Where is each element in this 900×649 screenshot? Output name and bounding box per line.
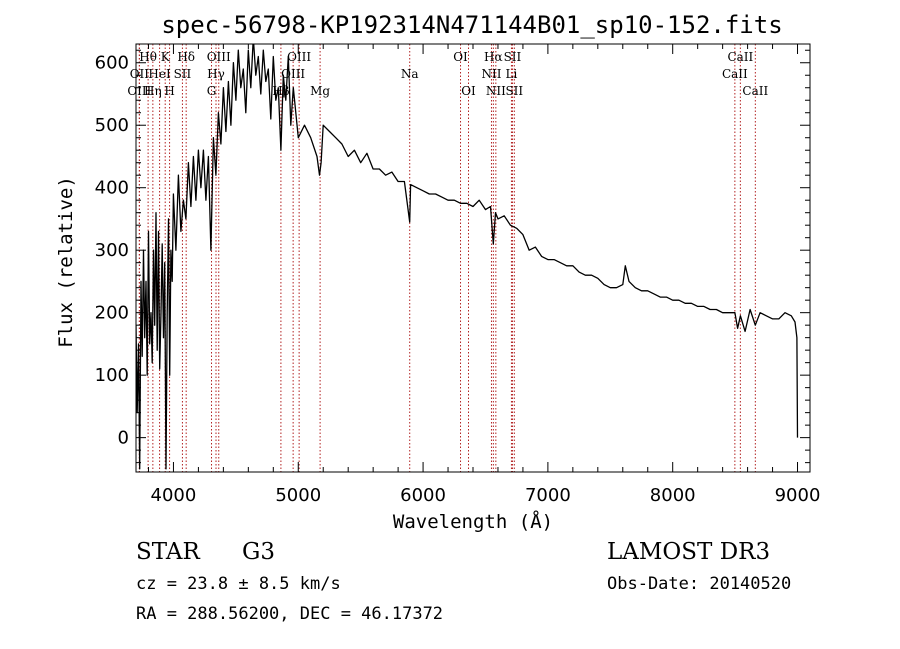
line-marker-label-17: OI [453, 50, 468, 64]
line-marker-label-6: Hδ [177, 50, 195, 64]
line-marker-label-10: Hγ [207, 67, 225, 81]
line-marker-label-19: Hα [484, 50, 503, 64]
y-axis-label: Flux (relative) [55, 176, 77, 348]
y-tick-label-5: 500 [95, 115, 129, 136]
line-marker-label-27: CaII [742, 84, 768, 98]
line-marker-label-0: Hθ [139, 50, 157, 64]
survey-name: LAMOST DR3 [607, 539, 770, 565]
line-marker-label-1: OII [130, 67, 150, 81]
object-class: STAR [136, 539, 200, 565]
line-markers [138, 44, 756, 472]
line-marker-label-5: Hη [144, 84, 162, 98]
y-tick-label-3: 300 [95, 240, 129, 261]
y-tick-label-2: 200 [95, 303, 129, 324]
y-axis-ticks: 0 100 200 300 400 500 600 [95, 49, 810, 464]
chart-title: spec-56798-KP192314N471144B01_sp10-152.f… [161, 11, 782, 39]
line-marker-label-18: OI [461, 84, 476, 98]
line-marker-label-22: SII [504, 50, 522, 64]
line-marker-label-12: OIII [287, 50, 311, 64]
line-marker-label-7: SII [174, 67, 192, 81]
spectrum-series [136, 44, 799, 470]
line-marker-label-3: K [161, 50, 171, 64]
x-tick-label-1: 5000 [275, 485, 321, 506]
line-marker-label-2: OIII [127, 84, 151, 98]
line-marker-label-13: OIII [281, 67, 305, 81]
redshift-cz: cz = 23.8 ± 8.5 km/s [136, 574, 341, 594]
line-marker-label-8: H [164, 84, 174, 98]
y-tick-label-4: 400 [95, 178, 129, 199]
line-marker-label-26: CaII [722, 67, 748, 81]
y-tick-label-6: 600 [95, 53, 129, 74]
line-marker-label-16: Na [401, 67, 419, 81]
observation-date: Obs-Date: 20140520 [607, 574, 791, 594]
line-marker-label-4: HeI [148, 67, 171, 81]
sky-coordinates: RA = 288.56200, DEC = 46.17372 [136, 604, 443, 624]
y-tick-label-1: 100 [95, 365, 129, 386]
line-marker-label-15: Mg [310, 84, 330, 98]
line-marker-label-21: NII [486, 84, 506, 98]
x-tick-label-2: 6000 [400, 485, 446, 506]
x-axis-ticks: 4000 5000 6000 7000 8000 9000 [147, 44, 821, 506]
line-marker-label-20: NII [481, 67, 501, 81]
plot-frame [135, 43, 811, 473]
y-tick-label-0: 0 [118, 428, 129, 449]
line-marker-label-11: G [207, 84, 217, 98]
x-tick-label-4: 8000 [650, 485, 696, 506]
x-tick-label-5: 9000 [775, 485, 821, 506]
spectrum-line [136, 44, 799, 470]
line-marker-label-9: OIII [207, 50, 231, 64]
line-marker-label-25: CaII [727, 50, 753, 64]
line-marker-label-24: SII [505, 84, 523, 98]
line-marker-label-23: Li [506, 67, 518, 81]
x-tick-label-0: 4000 [151, 485, 197, 506]
x-axis-label: Wavelength (Å) [393, 510, 553, 533]
x-tick-label-3: 7000 [525, 485, 571, 506]
object-subclass: G3 [242, 539, 275, 565]
